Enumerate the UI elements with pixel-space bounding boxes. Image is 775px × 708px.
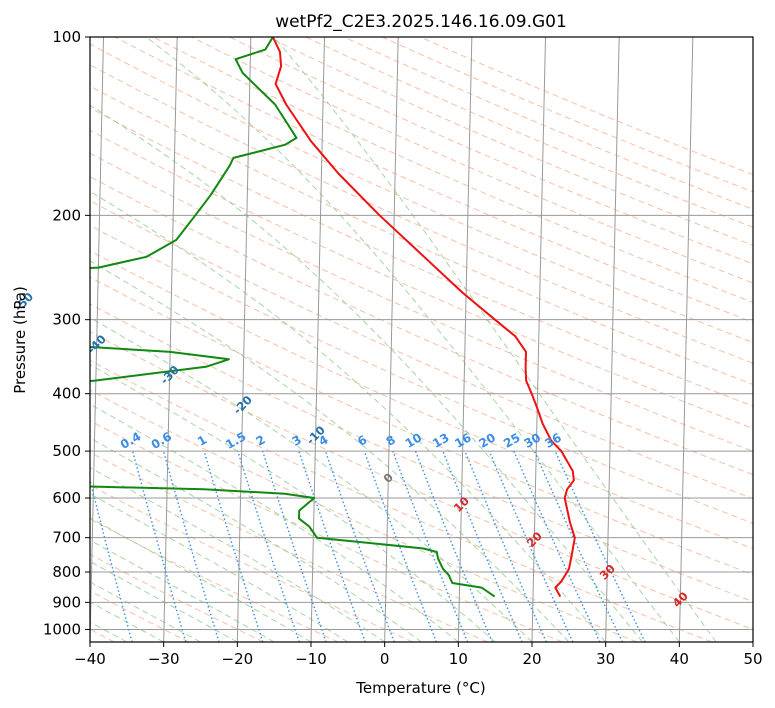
- y-tick-label: 400: [52, 385, 81, 403]
- y-tick-label: 900: [52, 593, 81, 611]
- mixing-ratio-line: [464, 450, 547, 642]
- isotherm-line: [236, 37, 252, 642]
- x-tick-label: 40: [670, 650, 689, 668]
- mixing-ratio-lines: [90, 450, 646, 642]
- pressure-gridlines: [90, 37, 753, 630]
- dry-adiabat-line: [90, 85, 753, 386]
- dry-adiabat-line: [267, 37, 753, 246]
- y-tick-label: 700: [52, 529, 81, 547]
- dry-adiabat-line: [229, 37, 753, 265]
- mixing-ratio-line: [392, 450, 469, 642]
- x-tick-label: 0: [380, 650, 390, 668]
- y-tick-label: 800: [52, 563, 81, 581]
- plot-area: 0.40.611.52346810131620253036-100-90-80-…: [12, 36, 754, 643]
- mixing-ratio-line: [324, 450, 395, 642]
- y-tick-label: 300: [52, 311, 81, 329]
- dry-adiabat-line: [90, 43, 753, 344]
- dry-adiabat-line: [90, 518, 339, 642]
- dry-adiabat-line: [90, 451, 488, 642]
- moist-adiabat-line: [90, 437, 422, 642]
- moist-adiabat-line: [90, 316, 533, 642]
- isotherm-line: [90, 37, 105, 642]
- mixing-ratio-line: [203, 450, 264, 642]
- y-tick-label: 500: [52, 442, 81, 460]
- isotherm-line: [163, 37, 178, 642]
- x-tick-label: −30: [148, 650, 180, 668]
- x-axis: −40 −30 −20 −10 0 10 20 30 40 50: [74, 642, 763, 668]
- isotherm-line: [605, 37, 620, 642]
- isotherm-line: [678, 37, 694, 642]
- dry-adiabat-line: [90, 107, 753, 407]
- mixing-ratio-line: [261, 450, 327, 642]
- y-tick-label: 600: [52, 489, 81, 507]
- sounding-series: [90, 37, 576, 598]
- mixing-ratio-line: [488, 450, 574, 642]
- x-tick-label: −10: [295, 650, 327, 668]
- mixing-ratio-line: [131, 450, 187, 642]
- moist-adiabat-line: [273, 37, 717, 642]
- moist-adiabat-line: [90, 493, 349, 642]
- y-tick-label: 200: [52, 206, 81, 224]
- moist-adiabat-line: [145, 37, 680, 642]
- x-tick-label: 20: [522, 650, 541, 668]
- isotherm-line: [384, 37, 399, 642]
- dry-adiabat-line: [90, 420, 563, 642]
- y-axis: 100 200 300 400 500 600 700 800 900 1000: [43, 28, 90, 638]
- dewpoint-line: [90, 37, 496, 598]
- x-tick-label: −20: [222, 650, 254, 668]
- isotherm-line: [531, 37, 547, 642]
- dry-adiabat-line: [90, 303, 753, 603]
- plot-background: [90, 37, 753, 642]
- chart-title: wetPf2_C2E3.2025.146.16.09.G01: [275, 12, 567, 32]
- mixing-ratio-line: [442, 450, 523, 642]
- moist-adiabat-line: [90, 403, 459, 642]
- dry-adiabat-line: [90, 64, 753, 364]
- dry-adiabat-line: [191, 37, 753, 284]
- moist-adiabat-line: [90, 260, 570, 642]
- isotherm-gridlines: [90, 37, 753, 642]
- mixing-ratio-line: [298, 450, 366, 642]
- isotherm-line: [457, 37, 473, 642]
- temperature-line: [271, 37, 576, 598]
- y-tick-label: 1000: [43, 620, 81, 638]
- moist-adiabats: [90, 37, 717, 642]
- dry-adiabat-line: [114, 37, 753, 323]
- mixing-ratio-line: [237, 450, 300, 642]
- mixing-ratio-line: [162, 450, 220, 642]
- dry-adiabat-line: [90, 331, 753, 630]
- moist-adiabat-line: [90, 364, 496, 642]
- dry-adiabat-line: [152, 37, 753, 303]
- plot-layers: [90, 37, 753, 642]
- moist-adiabat-line: [90, 190, 607, 642]
- dry-adiabats: [90, 37, 753, 642]
- x-tick-label: −40: [74, 650, 106, 668]
- x-axis-title: Temperature (°C): [355, 679, 485, 697]
- x-tick-label: 50: [743, 650, 762, 668]
- mixing-ratio-line: [414, 450, 493, 642]
- dry-adiabat-line: [90, 129, 753, 429]
- x-tick-label: 30: [596, 650, 615, 668]
- y-axis-title: Pressure (hPa): [11, 286, 29, 394]
- y-tick-label: 100: [52, 28, 81, 46]
- moist-adiabat-line: [90, 104, 643, 642]
- plot-frame: [89, 36, 754, 643]
- isotherm-line: [310, 37, 326, 642]
- x-tick-label: 10: [449, 650, 468, 668]
- mixing-ratio-line: [90, 477, 133, 642]
- mixing-ratio-line: [363, 450, 438, 642]
